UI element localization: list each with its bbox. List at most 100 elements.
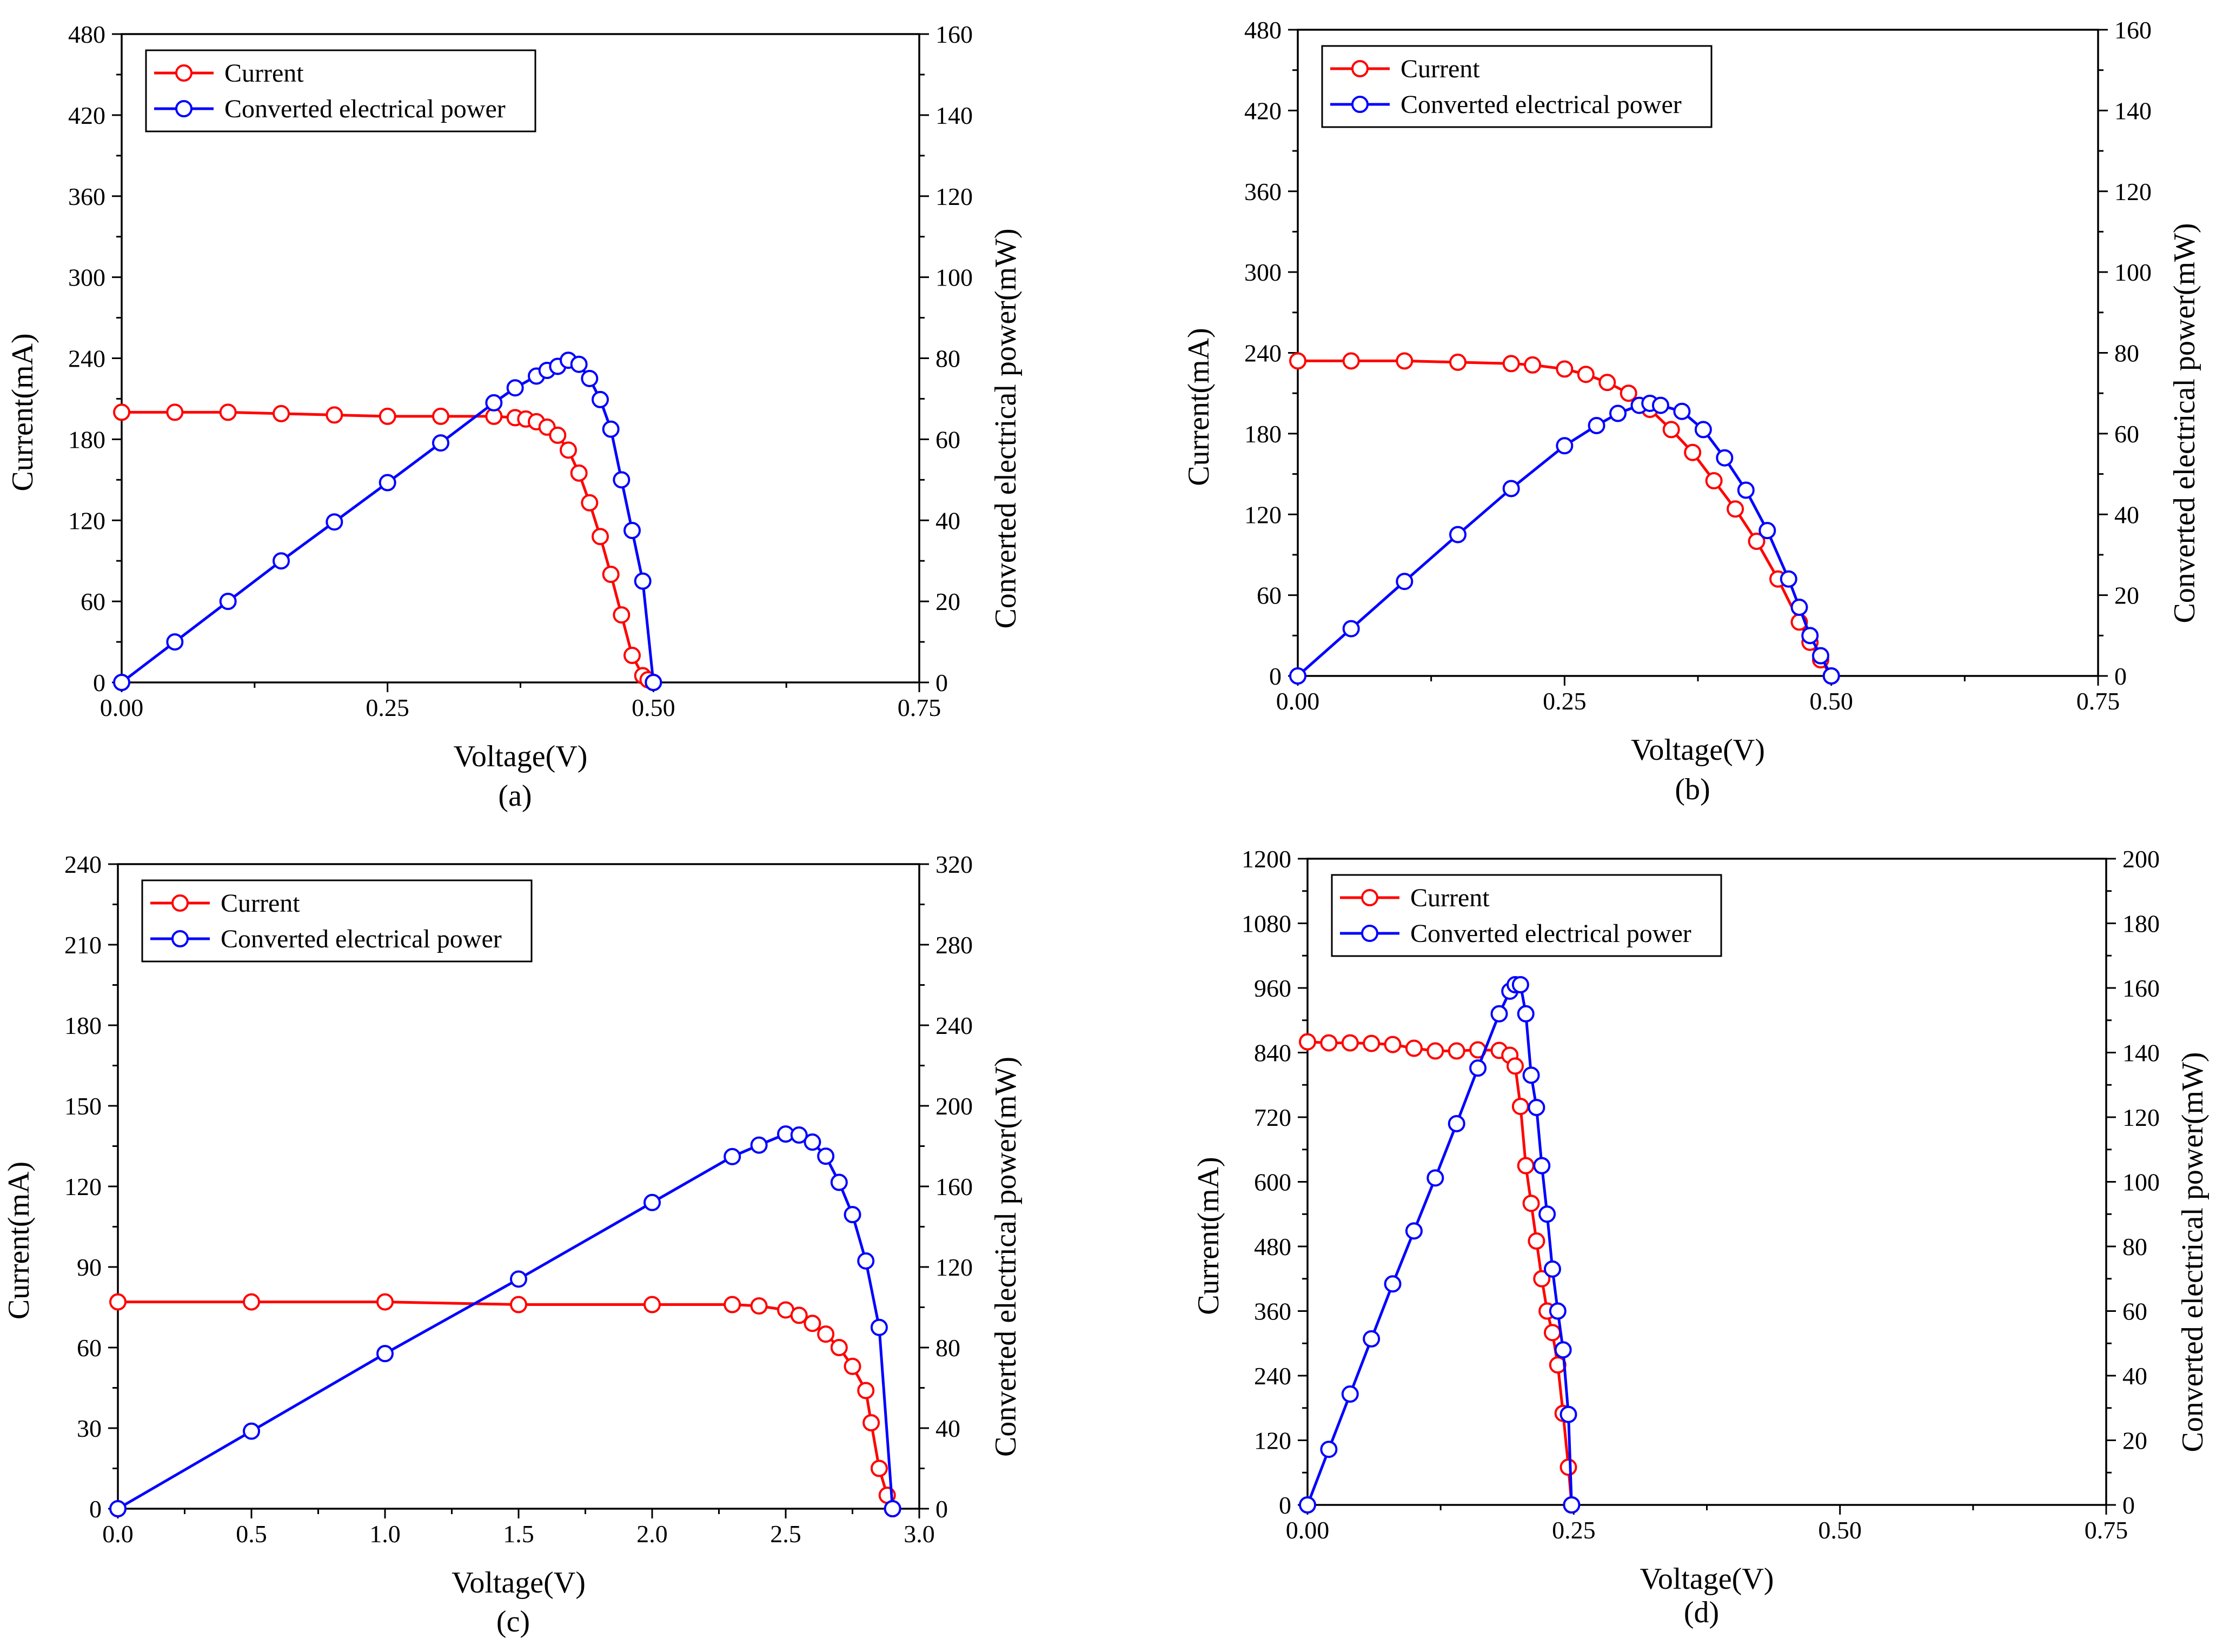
data-point-power [1341,1385,1359,1403]
x-tick-label: 0.00 [1286,1516,1330,1544]
y-left-tick-label: 60 [77,1334,102,1362]
x-tick-label: 0.75 [2076,687,2120,715]
y-left-tick-label: 240 [1244,340,1282,367]
y-left-tick-label: 30 [77,1415,102,1442]
x-tick-label: 0.75 [898,694,941,721]
y-left-tick-label: 300 [68,264,105,291]
x-tick-label: 0.25 [1543,687,1587,715]
x-tick-label: 0.50 [1818,1516,1862,1544]
data-point-current [817,1325,835,1343]
y-right-tick-label: 120 [2122,1104,2160,1131]
x-tick-label: 1.5 [503,1520,534,1548]
y-right-tick-label: 120 [2114,178,2152,205]
data-point-current [1299,1033,1316,1051]
y-right-tick-label: 40 [935,1415,960,1442]
data-point-current [1528,1232,1545,1250]
data-point-power [643,1193,661,1211]
data-point-power [1811,647,1829,665]
data-point-current [570,464,588,482]
legend-marker [171,894,189,912]
data-point-power [485,394,503,412]
y-left-tick-label: 120 [64,1173,102,1200]
data-point-current [804,1315,821,1332]
legend: Current Converted electrical power [145,49,536,132]
data-point-current [1748,533,1766,550]
data-point-current [1543,1324,1561,1342]
y-axis-title-left: Current(mA) [2,1162,36,1319]
y-axis-title-left: Current(mA) [1192,1157,1225,1315]
data-point-current [1517,1157,1535,1175]
data-point-power [219,593,237,611]
legend: Current Converted electrical power [141,879,533,963]
y-right-tick-label: 160 [935,21,973,48]
data-point-power [1759,522,1776,540]
data-point-current [166,403,184,421]
data-point-current [1507,1057,1524,1075]
data-point-current [581,494,599,512]
data-point-current [1341,1034,1359,1052]
chart-panel-3: 0.0 0.5 1.0 1.5 2.0 2.5 3.00306090120150180210… [2,851,1023,1638]
x-tick-label: 0.25 [1552,1516,1596,1544]
data-point-current [1662,421,1680,439]
y-axis-title-right: Converted electrical power(mW) [989,1057,1023,1457]
x-tick-label: 2.0 [636,1520,668,1548]
x-tick-label: 0.75 [2085,1516,2128,1544]
x-tick-label: 0.25 [366,694,409,721]
data-point-power [109,1500,127,1517]
data-point-power [804,1133,821,1151]
data-point-power [166,633,184,651]
y-right-tick-label: 120 [935,183,973,210]
panel-caption: (b) [1675,773,1710,806]
data-point-current [1598,374,1616,392]
data-point-power [376,1345,394,1363]
data-point-current [1405,1039,1423,1057]
y-right-tick-label: 20 [2114,582,2139,609]
y-right-tick-label: 100 [2122,1169,2160,1196]
y-left-tick-label: 360 [68,183,105,210]
data-point-power [506,379,524,397]
data-point-current [432,407,449,425]
data-point-current [857,1382,875,1399]
data-point-current [1363,1034,1381,1052]
y-left-tick-label: 1080 [1242,910,1291,938]
data-point-power [1533,1157,1551,1175]
data-point-power [1522,1066,1540,1084]
y-right-tick-label: 0 [935,669,948,696]
data-point-current [602,566,620,583]
data-point-current [1384,1036,1402,1053]
legend-label: Current [221,889,300,918]
x-tick-label: 0.0 [102,1520,134,1548]
y-left-tick-label: 420 [1244,97,1282,124]
data-point-power [379,474,396,492]
data-point-current [273,404,290,422]
data-point-current [1560,1458,1577,1476]
data-point-current [376,1293,394,1311]
data-point-power [570,355,588,373]
y-right-tick-label: 240 [935,1012,973,1039]
data-point-power [1588,416,1605,434]
y-left-tick-label: 0 [1269,662,1282,690]
data-point-current [1320,1034,1338,1052]
data-point-power [1528,1099,1545,1117]
y-left-tick-label: 240 [1254,1362,1291,1390]
legend-marker [175,100,193,117]
data-point-current [1620,384,1637,402]
chart-panel-2: 0.00 0.25 0.50 0.75060120180240300360420480… [1182,16,2201,806]
data-point-power [623,521,641,539]
legend-label: Current [1401,55,1480,83]
x-tick-label: 3.0 [904,1520,935,1548]
data-point-current [724,1296,741,1313]
data-point-power [1396,573,1414,591]
x-axis-title: Voltage(V) [1640,1562,1774,1596]
x-tick-label: 0.00 [1276,687,1320,715]
y-right-tick-label: 60 [2122,1298,2147,1325]
y-left-tick-label: 600 [1254,1169,1291,1196]
legend-marker [1361,889,1378,906]
data-point-current [113,403,130,421]
y-axis-title-right: Converted electrical power(mW) [2168,223,2201,623]
y-right-tick-label: 160 [2122,974,2160,1002]
legend: Current Converted electrical power [1331,874,1722,957]
data-point-current [1426,1042,1444,1060]
data-point-power [1502,480,1520,497]
